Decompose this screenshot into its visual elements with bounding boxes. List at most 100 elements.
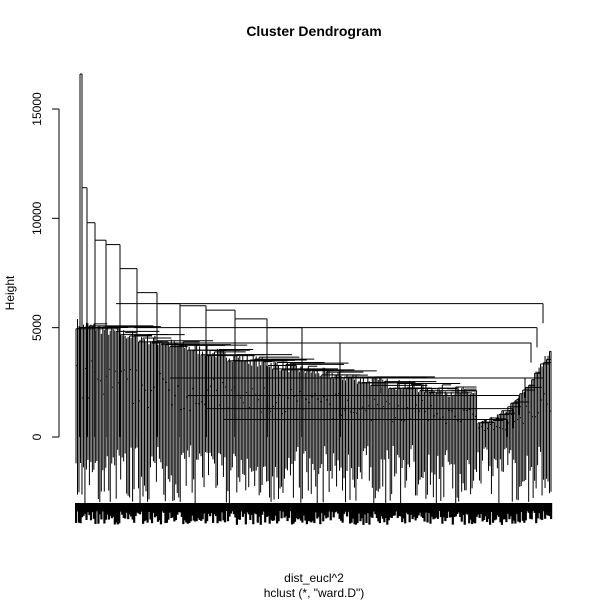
leaf-label xyxy=(189,503,192,522)
leaf-label xyxy=(246,503,249,513)
leaf-label xyxy=(444,503,447,522)
leaf-label xyxy=(144,503,148,521)
leaf-label xyxy=(223,503,227,523)
leaf-label xyxy=(95,503,99,512)
leaf-label xyxy=(482,503,486,520)
leaf-label xyxy=(485,503,489,523)
leaf-label xyxy=(241,503,244,517)
leaf-label xyxy=(176,503,179,515)
leaf-label xyxy=(325,503,328,519)
leaf-label xyxy=(94,503,97,524)
leaf-label xyxy=(204,503,207,524)
leaf-label xyxy=(255,503,258,515)
leaf-label xyxy=(287,503,291,518)
leaf-label xyxy=(523,503,526,523)
leaf-label xyxy=(180,503,183,517)
leaf-label xyxy=(536,503,539,519)
leaf-label xyxy=(289,503,292,512)
leaf-label xyxy=(113,503,116,525)
leaf-label xyxy=(179,503,182,513)
leaf-label xyxy=(439,503,443,518)
leaf-label xyxy=(250,503,253,515)
leaf-label xyxy=(188,503,191,523)
leaf-label xyxy=(320,503,323,514)
leaf-label xyxy=(136,503,139,513)
leaf-label xyxy=(368,503,371,525)
leaf-label xyxy=(249,503,252,520)
leaf-label xyxy=(110,503,113,519)
leaf-label xyxy=(225,503,228,512)
leaf-label xyxy=(76,503,79,512)
leaf-label xyxy=(295,503,298,519)
leaf-label xyxy=(192,503,195,521)
leaf-label xyxy=(547,503,550,516)
leaf-label xyxy=(232,503,236,515)
leaf-label xyxy=(137,503,140,514)
leaf-label xyxy=(276,503,279,524)
leaf-label xyxy=(142,503,145,524)
leaf-label xyxy=(411,503,414,520)
leaf-label xyxy=(155,503,158,517)
leaf-label xyxy=(542,503,545,512)
leaf-label xyxy=(532,503,535,512)
leaf-label xyxy=(469,503,472,520)
leaf-label xyxy=(460,503,463,522)
leaf-label xyxy=(112,503,115,517)
leaf-label xyxy=(307,503,310,521)
leaf-labels xyxy=(75,503,553,525)
leaf-label xyxy=(191,503,194,516)
leaf-label xyxy=(506,503,510,514)
leaf-label xyxy=(104,503,107,520)
leaf-label xyxy=(433,503,437,519)
leaf-label xyxy=(308,503,311,522)
leaf-label xyxy=(493,503,496,521)
leaf-label xyxy=(261,503,264,515)
leaf-label xyxy=(346,503,349,517)
leaf-label xyxy=(544,503,547,519)
leaf-label xyxy=(124,503,127,519)
leaf-label xyxy=(383,503,386,523)
leaf-label xyxy=(463,503,466,525)
leaf-label xyxy=(97,503,100,524)
leaf-label xyxy=(488,503,492,525)
leaf-label xyxy=(213,503,216,515)
leaf-label xyxy=(326,503,329,518)
leaf-label xyxy=(207,503,210,514)
leaf-label xyxy=(530,503,533,520)
leaf-label xyxy=(481,503,484,522)
leaf-label xyxy=(445,503,448,518)
leaf-label xyxy=(262,503,265,512)
leaf-label xyxy=(371,503,374,518)
leaf-label xyxy=(499,503,502,523)
leaf-label xyxy=(395,503,398,512)
leaf-label xyxy=(235,503,239,525)
leaf-label xyxy=(238,503,241,520)
leaf-label xyxy=(423,503,426,522)
leaf-label xyxy=(322,503,325,522)
leaf-label xyxy=(197,503,200,519)
leaf-label xyxy=(281,503,285,512)
leaf-label xyxy=(451,503,454,525)
leaf-label xyxy=(85,503,88,520)
leaf-label xyxy=(209,503,212,517)
leaf-label xyxy=(274,503,277,516)
leaf-label xyxy=(92,503,96,519)
leaf-label xyxy=(147,503,151,512)
linkage-caption: hclust (*, "ward.D") xyxy=(264,586,365,600)
leaf-label xyxy=(88,503,91,516)
leaf-label xyxy=(386,503,389,525)
leaf-label xyxy=(407,503,410,515)
leaf-label xyxy=(247,503,250,515)
leaf-label xyxy=(131,503,134,520)
dendrogram-tree xyxy=(75,73,552,505)
leaf-label xyxy=(216,503,219,524)
leaf-label xyxy=(500,503,504,525)
leaf-label xyxy=(329,503,332,521)
leaf-label xyxy=(167,503,170,520)
leaf-label xyxy=(454,503,457,517)
leaf-label xyxy=(252,503,255,525)
leaf-label xyxy=(417,503,420,516)
leaf-label xyxy=(466,503,469,515)
leaf-label xyxy=(505,503,508,523)
leaf-label xyxy=(79,503,82,524)
